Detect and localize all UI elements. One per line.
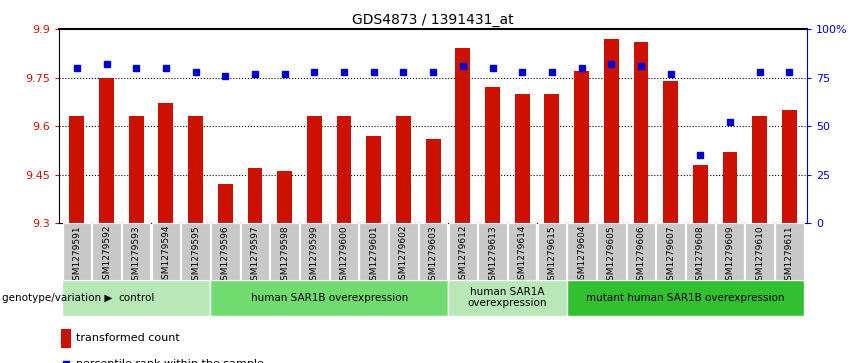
FancyBboxPatch shape xyxy=(419,223,447,280)
FancyBboxPatch shape xyxy=(567,280,805,316)
Bar xyxy=(159,103,174,223)
FancyBboxPatch shape xyxy=(359,223,388,280)
Text: GSM1279594: GSM1279594 xyxy=(161,225,170,285)
Bar xyxy=(128,117,143,223)
Text: GSM1279606: GSM1279606 xyxy=(636,225,646,286)
Text: GSM1279604: GSM1279604 xyxy=(577,225,586,285)
Text: mutant human SAR1B overexpression: mutant human SAR1B overexpression xyxy=(586,293,785,303)
Bar xyxy=(247,168,262,223)
Text: GSM1279608: GSM1279608 xyxy=(696,225,705,286)
Title: GDS4873 / 1391431_at: GDS4873 / 1391431_at xyxy=(352,13,514,26)
Text: GSM1279612: GSM1279612 xyxy=(458,225,467,285)
FancyBboxPatch shape xyxy=(716,223,744,280)
FancyBboxPatch shape xyxy=(62,223,91,280)
Text: GSM1279614: GSM1279614 xyxy=(517,225,527,285)
FancyBboxPatch shape xyxy=(300,223,329,280)
Bar xyxy=(456,49,470,223)
FancyBboxPatch shape xyxy=(478,223,507,280)
Text: GSM1279598: GSM1279598 xyxy=(280,225,289,286)
FancyBboxPatch shape xyxy=(62,280,210,316)
Text: GSM1279592: GSM1279592 xyxy=(102,225,111,285)
Bar xyxy=(782,110,797,223)
FancyBboxPatch shape xyxy=(568,223,595,280)
Text: GSM1279595: GSM1279595 xyxy=(191,225,201,286)
FancyBboxPatch shape xyxy=(775,223,804,280)
FancyBboxPatch shape xyxy=(271,223,299,280)
Bar xyxy=(485,87,500,223)
Text: GSM1279603: GSM1279603 xyxy=(429,225,437,286)
Bar xyxy=(337,117,352,223)
Bar xyxy=(723,152,738,223)
Text: GSM1279597: GSM1279597 xyxy=(251,225,260,286)
FancyBboxPatch shape xyxy=(389,223,418,280)
Text: GSM1279605: GSM1279605 xyxy=(607,225,615,286)
Text: GSM1279607: GSM1279607 xyxy=(666,225,675,286)
Bar xyxy=(753,117,767,223)
FancyBboxPatch shape xyxy=(330,223,358,280)
Text: GSM1279609: GSM1279609 xyxy=(726,225,734,286)
Text: control: control xyxy=(118,293,155,303)
Text: GSM1279613: GSM1279613 xyxy=(488,225,497,286)
Text: GSM1279596: GSM1279596 xyxy=(220,225,230,286)
Bar xyxy=(574,71,589,223)
FancyBboxPatch shape xyxy=(449,223,477,280)
FancyBboxPatch shape xyxy=(627,223,655,280)
Text: GSM1279600: GSM1279600 xyxy=(339,225,349,286)
Bar xyxy=(99,78,114,223)
Bar xyxy=(515,94,529,223)
Text: human SAR1B overexpression: human SAR1B overexpression xyxy=(251,293,408,303)
Bar xyxy=(634,42,648,223)
FancyBboxPatch shape xyxy=(597,223,626,280)
FancyBboxPatch shape xyxy=(508,223,536,280)
Bar xyxy=(69,117,84,223)
FancyBboxPatch shape xyxy=(448,280,567,316)
FancyBboxPatch shape xyxy=(656,223,685,280)
FancyBboxPatch shape xyxy=(152,223,181,280)
Bar xyxy=(425,139,441,223)
FancyBboxPatch shape xyxy=(210,280,448,316)
FancyBboxPatch shape xyxy=(746,223,774,280)
Text: genotype/variation ▶: genotype/variation ▶ xyxy=(2,293,112,303)
Bar xyxy=(277,171,293,223)
FancyBboxPatch shape xyxy=(181,223,210,280)
Bar xyxy=(218,184,233,223)
Bar xyxy=(693,165,707,223)
Text: GSM1279601: GSM1279601 xyxy=(369,225,378,286)
Text: GSM1279599: GSM1279599 xyxy=(310,225,319,286)
FancyBboxPatch shape xyxy=(240,223,269,280)
Bar xyxy=(188,117,203,223)
Text: transformed count: transformed count xyxy=(76,333,180,343)
Bar xyxy=(604,39,619,223)
FancyBboxPatch shape xyxy=(122,223,150,280)
FancyBboxPatch shape xyxy=(537,223,566,280)
Bar xyxy=(366,136,381,223)
Text: GSM1279610: GSM1279610 xyxy=(755,225,764,286)
Bar xyxy=(307,117,322,223)
Text: GSM1279591: GSM1279591 xyxy=(72,225,82,286)
Bar xyxy=(396,117,411,223)
Text: GSM1279593: GSM1279593 xyxy=(132,225,141,286)
Text: human SAR1A
overexpression: human SAR1A overexpression xyxy=(468,287,547,309)
Bar xyxy=(61,329,71,348)
Bar xyxy=(544,94,559,223)
Text: GSM1279602: GSM1279602 xyxy=(399,225,408,285)
FancyBboxPatch shape xyxy=(686,223,714,280)
FancyBboxPatch shape xyxy=(211,223,240,280)
FancyBboxPatch shape xyxy=(92,223,121,280)
Text: GSM1279611: GSM1279611 xyxy=(785,225,794,286)
Text: percentile rank within the sample: percentile rank within the sample xyxy=(76,359,263,363)
Bar xyxy=(663,81,678,223)
Text: GSM1279615: GSM1279615 xyxy=(548,225,556,286)
